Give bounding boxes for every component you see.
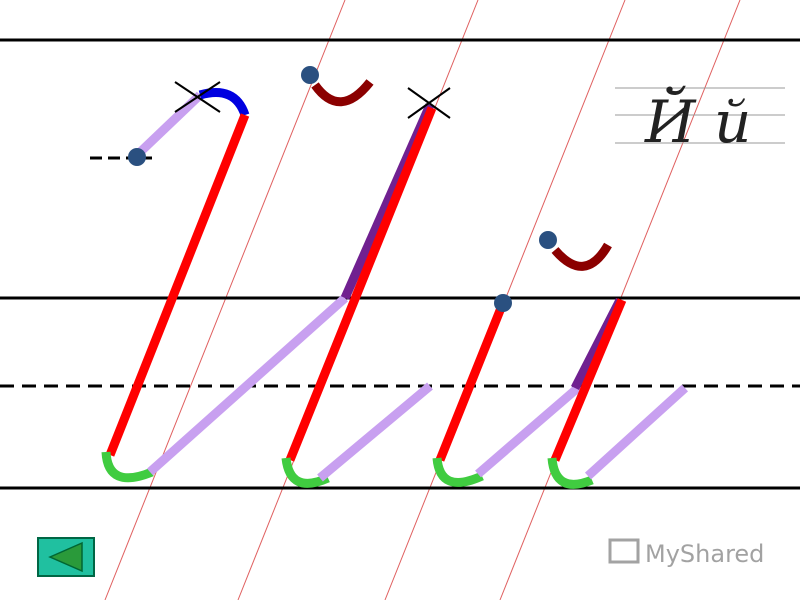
capital-letter bbox=[101, 66, 451, 488]
ruling-lines bbox=[0, 38, 800, 490]
start-dot bbox=[128, 148, 146, 166]
watermark: MyShared bbox=[608, 538, 764, 568]
sample-letters: Й й bbox=[644, 86, 751, 156]
start-dot bbox=[539, 231, 557, 249]
cross-mark bbox=[174, 81, 221, 113]
start-dot bbox=[301, 66, 319, 84]
small-letter bbox=[432, 231, 689, 489]
watermark-text: MyShared bbox=[645, 540, 764, 568]
sample-lines bbox=[615, 87, 785, 144]
back-button[interactable] bbox=[37, 537, 95, 577]
cross-mark bbox=[407, 87, 451, 119]
start-dot bbox=[494, 294, 512, 312]
